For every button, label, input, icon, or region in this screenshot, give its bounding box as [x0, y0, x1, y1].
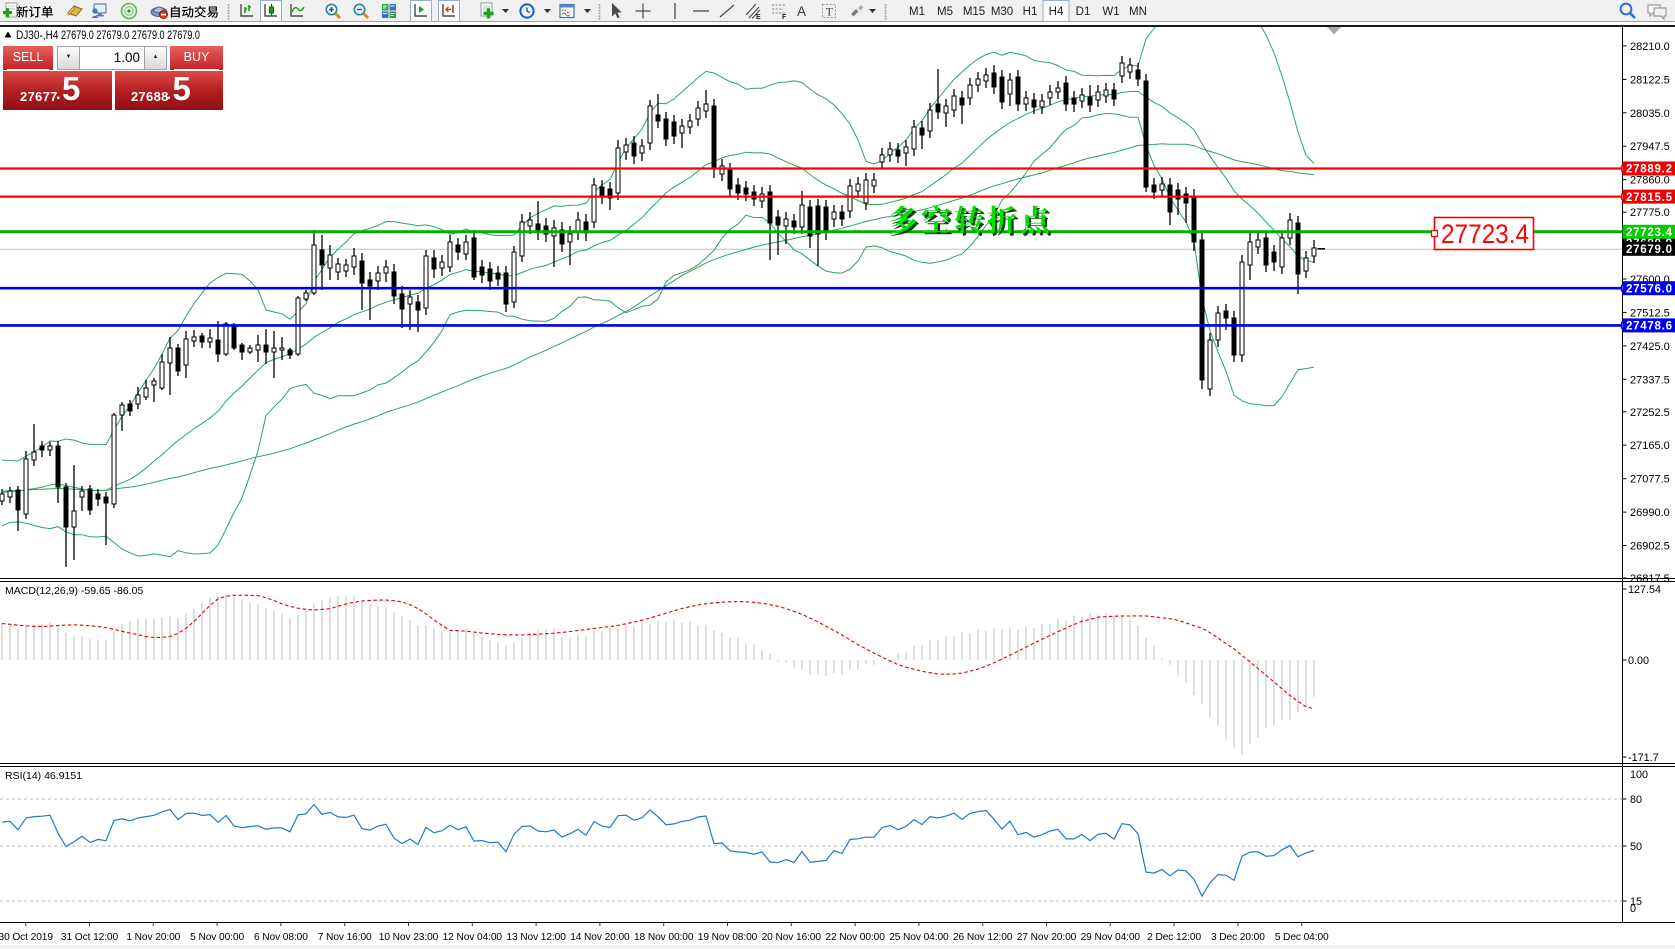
svg-text:26902.5: 26902.5 [1630, 541, 1670, 553]
svg-text:5 Dec 04:00: 5 Dec 04:00 [1275, 932, 1329, 943]
svg-text:M30: M30 [991, 6, 1013, 18]
svg-text:27679.0 27679.0 27679.0 27679.: 27679.0 27679.0 27679.0 27679.0 [61, 30, 200, 42]
svg-text:T: T [826, 7, 833, 19]
svg-text:5 Nov 00:00: 5 Nov 00:00 [190, 932, 244, 943]
svg-text:2 Dec 12:00: 2 Dec 12:00 [1147, 932, 1201, 943]
svg-text:27576.0: 27576.0 [1626, 283, 1672, 295]
svg-text:27723.4: 27723.4 [1626, 227, 1673, 239]
svg-text:E: E [756, 14, 761, 21]
svg-text:50: 50 [1630, 841, 1642, 853]
svg-text:27860.0: 27860.0 [1630, 175, 1670, 187]
svg-text:27165.0: 27165.0 [1630, 440, 1670, 452]
svg-text:31 Oct 12:00: 31 Oct 12:00 [61, 932, 119, 943]
svg-text:M1: M1 [909, 6, 925, 18]
svg-text:100: 100 [1630, 769, 1648, 781]
svg-text:22 Nov 00:00: 22 Nov 00:00 [825, 932, 885, 943]
svg-text:27252.5: 27252.5 [1630, 407, 1670, 419]
svg-text:A: A [797, 4, 806, 19]
svg-text:18 Nov 00:00: 18 Nov 00:00 [634, 932, 694, 943]
svg-text:-171.7: -171.7 [1628, 752, 1659, 764]
svg-text:7 Nov 16:00: 7 Nov 16:00 [318, 932, 372, 943]
svg-text:3 Dec 20:00: 3 Dec 20:00 [1211, 932, 1265, 943]
svg-text:1 Nov 20:00: 1 Nov 20:00 [126, 932, 180, 943]
svg-text:MN: MN [1129, 6, 1147, 18]
svg-text:27775.0: 27775.0 [1630, 207, 1670, 219]
svg-text:29 Nov 04:00: 29 Nov 04:00 [1081, 932, 1141, 943]
svg-text:H4: H4 [1049, 6, 1064, 18]
svg-text:27889.2: 27889.2 [1626, 164, 1672, 176]
svg-text:27723.4: 27723.4 [1441, 219, 1529, 249]
svg-text:27947.5: 27947.5 [1630, 141, 1670, 153]
svg-text:19 Nov 08:00: 19 Nov 08:00 [698, 932, 758, 943]
svg-text:28122.5: 28122.5 [1630, 74, 1670, 86]
svg-text:30 Oct 2019: 30 Oct 2019 [0, 932, 53, 943]
svg-text:D1: D1 [1076, 6, 1091, 18]
svg-text:127.54: 127.54 [1628, 584, 1661, 596]
svg-text:26817.5: 26817.5 [1630, 573, 1670, 585]
svg-text:M5: M5 [937, 6, 953, 18]
svg-text:6 Nov 08:00: 6 Nov 08:00 [254, 932, 308, 943]
svg-text:0: 0 [1630, 903, 1636, 915]
svg-text:27077.5: 27077.5 [1630, 474, 1670, 486]
svg-text:12 Nov 04:00: 12 Nov 04:00 [443, 932, 503, 943]
svg-text:H1: H1 [1023, 6, 1038, 18]
svg-text:27679.0: 27679.0 [1626, 244, 1672, 256]
svg-text:27337.5: 27337.5 [1630, 374, 1670, 386]
svg-text:RSI(14) 46.9151: RSI(14) 46.9151 [5, 770, 82, 782]
svg-text:26990.0: 26990.0 [1630, 507, 1670, 519]
svg-text:27425.0: 27425.0 [1630, 341, 1670, 353]
svg-text:DJ30-,H4: DJ30-,H4 [16, 30, 59, 42]
svg-text:MACD(12,26,9) -59.65 -86.05: MACD(12,26,9) -59.65 -86.05 [5, 585, 143, 597]
svg-text:10 Nov 23:00: 10 Nov 23:00 [379, 932, 439, 943]
svg-text:27512.5: 27512.5 [1630, 307, 1670, 319]
svg-text:80: 80 [1630, 794, 1642, 806]
svg-text:M15: M15 [963, 6, 985, 18]
svg-text:28210.0: 28210.0 [1630, 41, 1670, 53]
svg-text:W1: W1 [1102, 6, 1119, 18]
svg-text:15: 15 [1630, 896, 1642, 908]
svg-text:27815.5: 27815.5 [1626, 192, 1673, 204]
svg-text:13 Nov 12:00: 13 Nov 12:00 [506, 932, 566, 943]
svg-text:27478.6: 27478.6 [1626, 321, 1672, 333]
svg-text:0.00: 0.00 [1628, 655, 1649, 667]
svg-text:20 Nov 16:00: 20 Nov 16:00 [762, 932, 822, 943]
svg-text:28035.0: 28035.0 [1630, 108, 1670, 120]
svg-text:27 Nov 20:00: 27 Nov 20:00 [1017, 932, 1077, 943]
svg-text:F: F [782, 14, 787, 21]
svg-text:14 Nov 20:00: 14 Nov 20:00 [570, 932, 630, 943]
svg-text:25 Nov 04:00: 25 Nov 04:00 [889, 932, 949, 943]
svg-text:26 Nov 12:00: 26 Nov 12:00 [953, 932, 1013, 943]
